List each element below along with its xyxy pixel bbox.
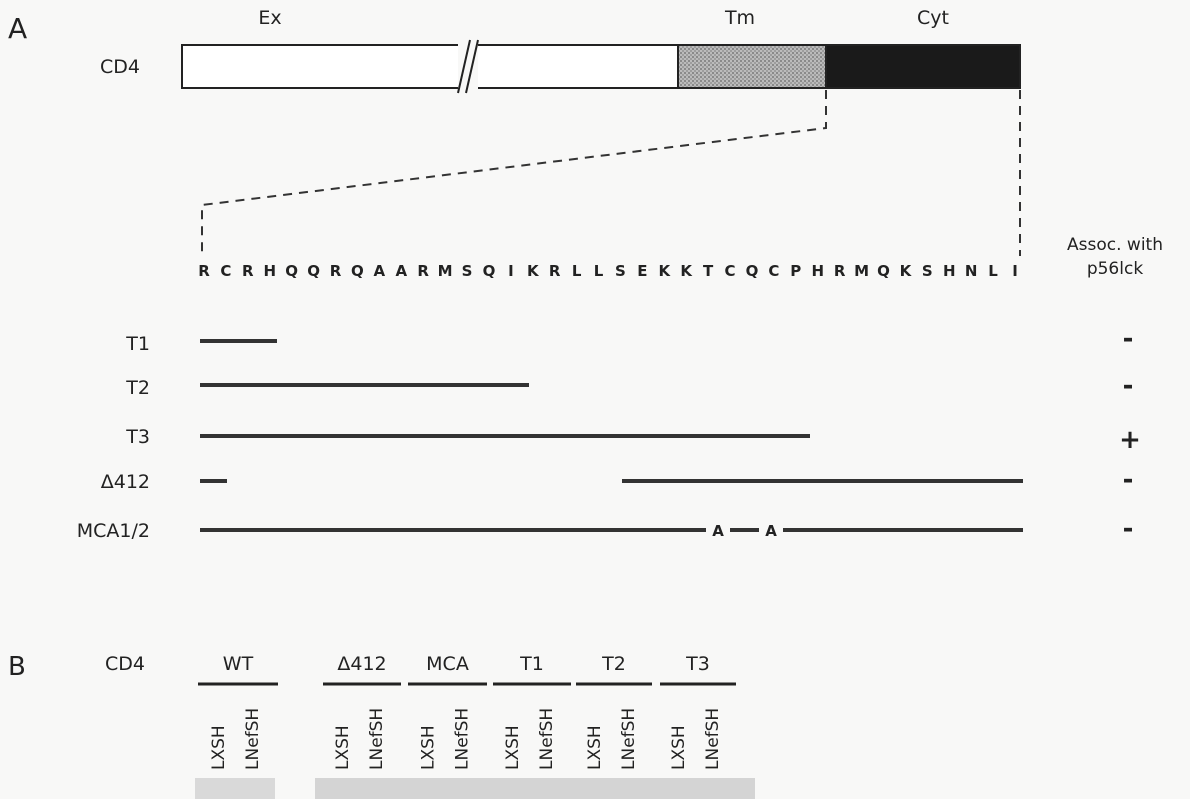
group-name: T1 [519,653,544,675]
residue: R [834,262,846,280]
mutation-mark: A [765,522,777,540]
residue: K [527,262,540,280]
residue: E [637,262,647,280]
residue: H [811,262,824,280]
protein-label: CD4 [105,653,145,675]
lane-label: LNefSH [453,708,473,770]
lane-label: LXSH [333,725,353,770]
residue: H [943,262,956,280]
domain-label: Cyt [917,7,949,29]
residue: S [462,262,473,280]
residue: I [1012,262,1018,280]
gel-strip [195,778,275,799]
residue: S [615,262,626,280]
residue: K [658,262,671,280]
panel-label: A [8,12,27,45]
background [0,0,1190,799]
lane-label: LXSH [585,725,605,770]
break-mark [458,40,478,93]
residue: L [988,262,998,280]
residue: K [900,262,913,280]
assoc-sign: + [1119,425,1141,455]
tm-domain [678,45,826,88]
residue: L [594,262,604,280]
lane-label: LNefSH [703,708,723,770]
lane-label: LXSH [503,725,523,770]
residue: R [330,262,342,280]
construct-name: T2 [125,377,150,399]
residue: C [768,262,779,280]
residue: N [965,262,978,280]
cyt-domain [826,45,1020,88]
residue: Q [877,262,890,280]
panel-label: B [8,652,26,682]
residue: K [680,262,693,280]
residue: C [220,262,231,280]
figure: A Ex Tm Cyt CD4 RCRHQQRQAARMSQIKRLLSEKKT… [0,0,1190,799]
residue: M [438,262,453,280]
residue: Q [483,262,496,280]
protein-label: CD4 [100,56,140,78]
residue: R [198,262,210,280]
residue: Q [285,262,298,280]
construct-name: T3 [125,426,150,448]
residue: Q [307,262,320,280]
group-name: WT [223,653,254,675]
residue: R [242,262,254,280]
assoc-header: p56lck [1087,259,1143,279]
assoc-sign: - [1123,514,1134,544]
group-name: MCA [426,653,469,675]
assoc-sign: - [1123,324,1134,354]
residue: I [508,262,514,280]
lane-label: LNefSH [537,708,557,770]
domain-label: Tm [724,7,755,29]
assoc-sign: - [1123,371,1134,401]
lane-label: LNefSH [243,708,263,770]
assoc-sign: - [1123,465,1134,495]
residue: A [395,262,407,280]
lane-label: LXSH [669,725,689,770]
lane-label: LNefSH [367,708,387,770]
group-name: T2 [601,653,626,675]
group-name: T3 [685,653,710,675]
construct-name: MCA1/2 [77,520,150,542]
residue: Q [746,262,759,280]
gel-strip [315,778,755,799]
residue: P [790,262,801,280]
lane-label: LXSH [419,725,439,770]
mutation-mark: A [712,522,724,540]
group-name: Δ412 [337,653,386,675]
lane-label: LXSH [209,725,229,770]
assoc-header: Assoc. with [1067,235,1163,255]
residue: R [549,262,561,280]
residue: T [703,262,714,280]
lane-label: LNefSH [619,708,639,770]
domain-label: Ex [258,7,281,29]
residue: R [417,262,429,280]
ex-domain [182,45,678,88]
residue: S [922,262,933,280]
construct-name: T1 [125,333,150,355]
residue: M [854,262,869,280]
residue: C [725,262,736,280]
construct-name: Δ412 [101,471,150,493]
residue: H [263,262,276,280]
residue: A [374,262,386,280]
residue: Q [351,262,364,280]
residue: L [572,262,582,280]
